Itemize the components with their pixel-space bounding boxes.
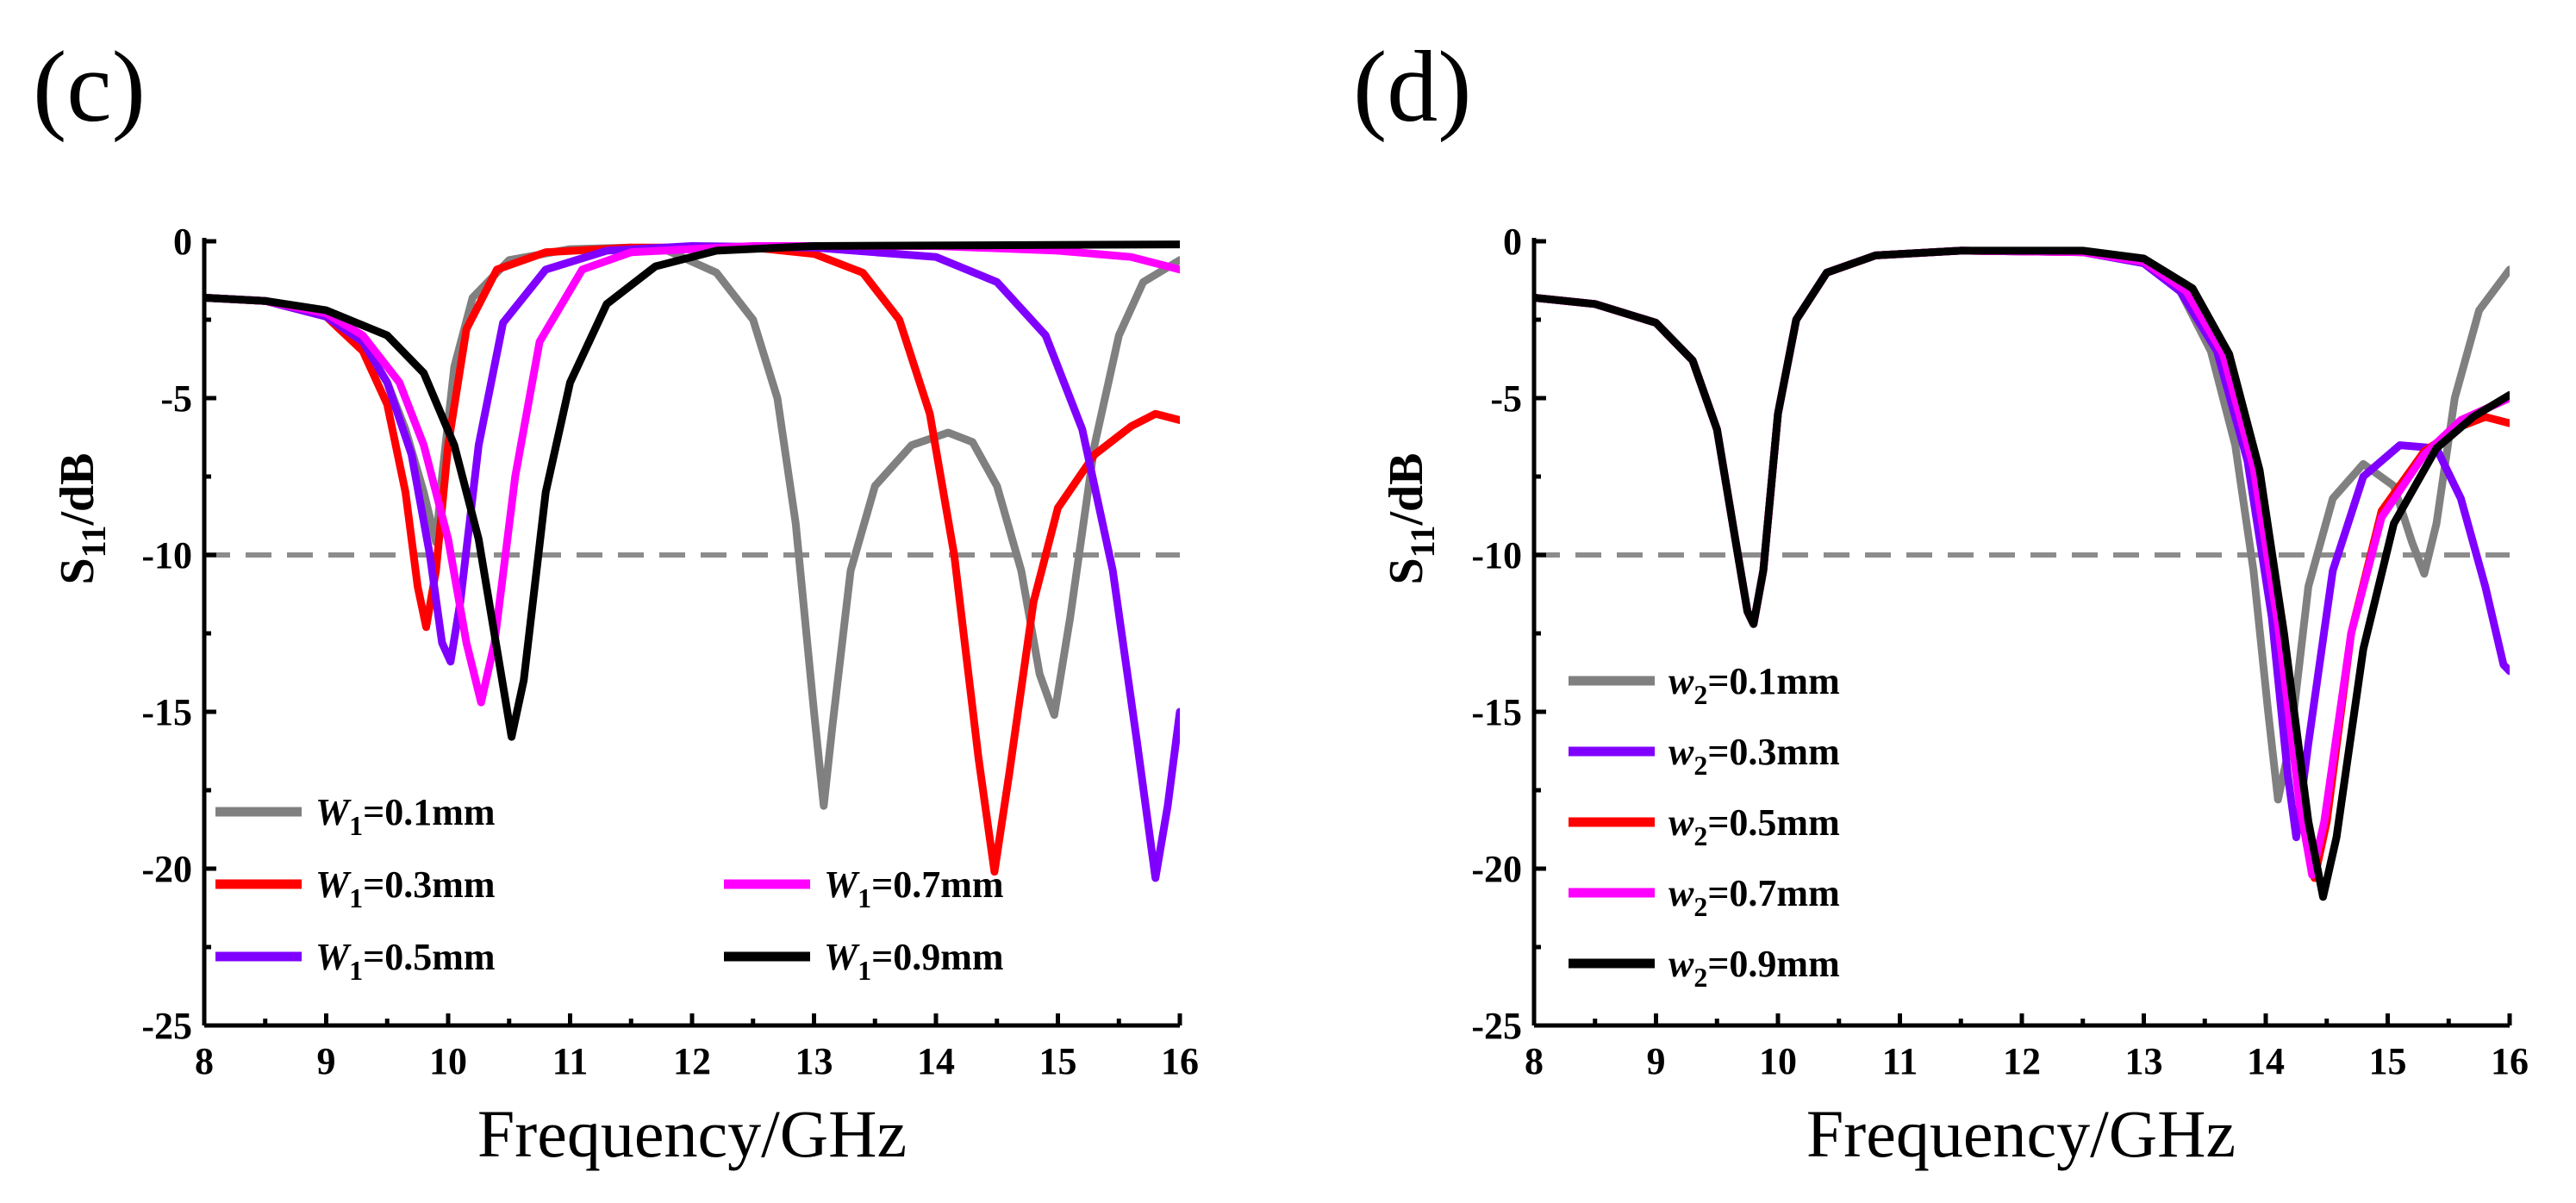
panel-d-x-tick-label: 16: [2491, 1040, 2529, 1082]
panel-c-label: (c): [33, 30, 146, 143]
panel-c-legend-label-2: W1=0.3mm: [315, 863, 496, 913]
panel-c-y-tick-label: -10: [141, 534, 192, 577]
panel-d-x-tick-label: 10: [1759, 1040, 1797, 1082]
panel-c-series-3-line: [204, 242, 1180, 882]
panel-c-legend: W1=0.1mm W1=0.3mm W1=0.7mm W1=0.5mm W1=0.9mm: [215, 791, 1004, 986]
panel-c: (c) 8 9 10 11 12 13 14 15 16 0 -5 -10 -15 -20 -25 Freq…: [33, 30, 1199, 1171]
panel-c-x-tick-label: 12: [673, 1040, 711, 1082]
panel-d-legend-label-1: w2=0.1mm: [1668, 660, 1840, 710]
panel-d-y-tick-label: -10: [1471, 534, 1522, 577]
panel-c-x-tick-label: 8: [195, 1040, 214, 1082]
panel-c-x-tick-label: 14: [917, 1040, 955, 1082]
panel-c-series-2-line: [204, 243, 1180, 876]
panel-c-x-tick-label: 16: [1161, 1040, 1199, 1082]
panel-c-legend-label-5: W1=0.9mm: [824, 936, 1004, 986]
panel-d-legend-label-3: w2=0.5mm: [1668, 801, 1840, 851]
panel-c-y-tick-label: -5: [160, 377, 192, 420]
panel-c-x-axis-label: Frequency/GHz: [477, 1096, 907, 1171]
panel-c-legend-label-4: W1=0.7mm: [824, 863, 1004, 913]
panel-d-plot: [1534, 246, 2510, 901]
panel-d-x-tick-label: 13: [2125, 1040, 2163, 1082]
panel-c-plot: [204, 240, 1180, 882]
panel-c-y-tick-label: 0: [173, 221, 192, 263]
panel-d-y-tick-label: 0: [1503, 221, 1522, 263]
panel-c-y-axis-label: S11/dB: [51, 452, 113, 584]
panel-c-y-tick-label: -25: [141, 1005, 192, 1047]
panel-d-x-tick-label: 9: [1647, 1040, 1666, 1082]
panel-d-x-tick-label: 15: [2369, 1040, 2407, 1082]
panel-c-x-tick-label: 11: [552, 1040, 589, 1082]
panel-d-y-axis-label: S11/dB: [1380, 452, 1442, 584]
panel-c-series-1-line: [204, 243, 1180, 810]
panel-d-x-axis-label: Frequency/GHz: [1806, 1096, 2236, 1171]
panel-d-x-tick-label: 14: [2247, 1040, 2285, 1082]
panel-d-x-tick-label: 8: [1525, 1040, 1544, 1082]
panel-c-series-5-line: [204, 240, 1180, 741]
panel-d-legend-label-4: w2=0.7mm: [1668, 872, 1840, 922]
panel-d-x-tick-label: 11: [1882, 1040, 1918, 1082]
panel-c-x-tick-label: 13: [795, 1040, 833, 1082]
panel-d-y-tick-label: -20: [1471, 848, 1522, 890]
panel-d-series-1-line: [1534, 246, 2510, 804]
panel-d-y-tick-label: -15: [1471, 691, 1522, 733]
panel-c-legend-label-3: W1=0.5mm: [315, 936, 496, 986]
panel-c-y-tick-label: -20: [141, 848, 192, 890]
panel-d-legend-label-2: w2=0.3mm: [1668, 731, 1840, 781]
panel-c-y-tick-label: -15: [141, 691, 192, 733]
panel-d-y-tick-label: -25: [1471, 1005, 1522, 1047]
panel-d-legend: w2=0.1mm w2=0.3mm w2=0.5mm w2=0.7mm w2=0.9mm: [1569, 660, 1840, 993]
panel-d-legend-label-5: w2=0.9mm: [1668, 943, 1840, 993]
panel-d-x-tick-label: 12: [2003, 1040, 2041, 1082]
panel-c-x-tick-label: 15: [1039, 1040, 1077, 1082]
panel-d: (d) 8 9 10 11 12 13 14 15 16 0 -5 -10 -15 -20 -25 Freq…: [1353, 30, 2529, 1171]
panel-d-series-5-line: [1534, 246, 2510, 901]
panel-c-x-tick-label: 10: [429, 1040, 467, 1082]
panel-d-y-tick-label: -5: [1490, 377, 1522, 420]
panel-c-x-tick-label: 9: [317, 1040, 336, 1082]
panel-c-legend-label-1: W1=0.1mm: [315, 791, 496, 841]
panel-d-label: (d): [1353, 30, 1472, 143]
